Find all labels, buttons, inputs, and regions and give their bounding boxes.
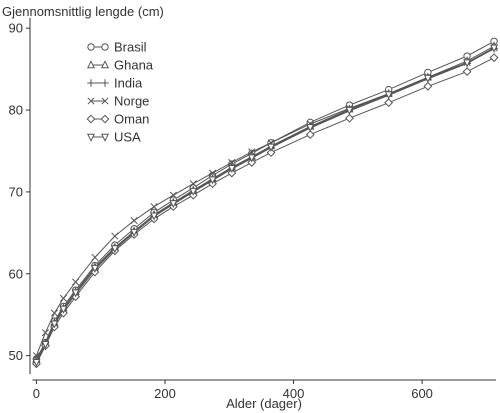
data-point-norge [189,180,197,188]
data-point-oman [305,130,315,140]
y-tick-label: 90 [9,21,23,36]
data-point-usa [59,305,68,314]
data-point-oman [423,81,433,91]
data-point-usa [169,200,178,209]
legend-marker-left [87,79,95,87]
data-point-usa [110,245,119,254]
legend-marker-right [100,60,110,69]
data-point-oman [462,67,472,76]
x-tick-label: 600 [411,386,433,401]
series-line-usa [35,47,495,363]
x-tick-label: 200 [154,386,176,401]
series-line-india [35,48,495,362]
legend-label-ghana: Ghana [114,58,154,73]
legend-item-usa: USA [86,130,141,145]
data-point-usa [90,264,99,273]
series-line-oman [35,57,495,365]
data-point-oman [345,113,354,123]
data-point-usa [490,44,499,53]
data-point-usa [150,212,159,221]
data-point-usa [463,59,472,68]
data-point-usa [306,124,315,133]
legend-label-brasil: Brasil [114,40,147,55]
series-usa [32,44,499,367]
legend-label-oman: Oman [114,112,149,127]
data-point-norge [50,309,58,317]
data-point-norge [248,148,256,156]
data-point-usa [227,164,236,173]
x-axis-title: Alder (dager) [226,396,302,411]
legend-label-norge: Norge [114,94,149,109]
legend-marker-right [101,79,109,87]
legend-item-india: India [87,76,143,91]
data-point-oman [489,53,499,63]
data-point-usa [71,289,80,298]
data-point-oman [266,148,276,158]
legend-item-oman: Oman [86,112,149,127]
x-ticks: 0 200 400 600 [33,380,433,401]
legend: Brasil Ghana India Norge Oman USA [86,40,154,145]
y-axis-title: Gjennomsnittlig lengde (cm) [2,4,164,19]
data-point-norge [111,232,119,240]
legend-marker-left [86,60,96,69]
data-point-norge [41,329,49,337]
y-tick-label: 60 [9,266,23,281]
legend-marker-right [101,43,109,51]
legend-marker-left [86,114,96,124]
data-point-usa [189,187,198,196]
data-point-norge [59,294,67,302]
legend-item-norge: Norge [87,94,149,109]
axes [29,18,496,381]
series-line-ghana [35,45,495,360]
y-ticks: 50 60 70 80 90 [9,21,30,363]
legend-marker-left [87,43,95,51]
x-tick-label: 400 [283,386,305,401]
data-point-usa [247,154,256,163]
data-point-norge [91,253,99,261]
data-point-usa [267,143,276,152]
legend-label-india: India [114,76,143,91]
series-line-brasil [35,40,495,360]
data-point-usa [423,74,432,83]
data-point-oman [247,158,257,167]
data-point-norge [169,191,177,199]
y-tick-label: 80 [9,103,23,118]
data-point-usa [32,358,41,367]
series-india [32,44,498,366]
y-tick-label: 70 [9,184,23,199]
data-point-norge [228,158,236,166]
legend-marker-right [101,97,109,105]
data-point-usa [50,320,59,329]
legend-marker-right [100,114,110,124]
data-point-norge [130,217,138,225]
data-point-oman [227,168,237,178]
data-point-oman [384,98,394,108]
series-norge [32,44,498,360]
data-point-usa [41,340,50,349]
series-layer [32,37,499,369]
data-point-usa [384,91,393,100]
legend-marker-left [87,97,95,105]
y-tick-label: 50 [9,348,23,363]
data-point-norge [208,169,217,177]
data-point-norge [150,203,158,211]
series-line-norge [35,47,495,356]
x-tick-label: 0 [33,386,40,401]
data-point-usa [345,106,354,115]
data-point-usa [130,228,139,237]
legend-label-usa: USA [114,130,141,145]
legend-marker-left [86,133,96,142]
legend-item-brasil: Brasil [87,40,147,55]
data-point-usa [208,176,217,185]
legend-marker-right [100,133,110,142]
data-point-norge [72,278,80,286]
legend-item-ghana: Ghana [86,58,154,73]
